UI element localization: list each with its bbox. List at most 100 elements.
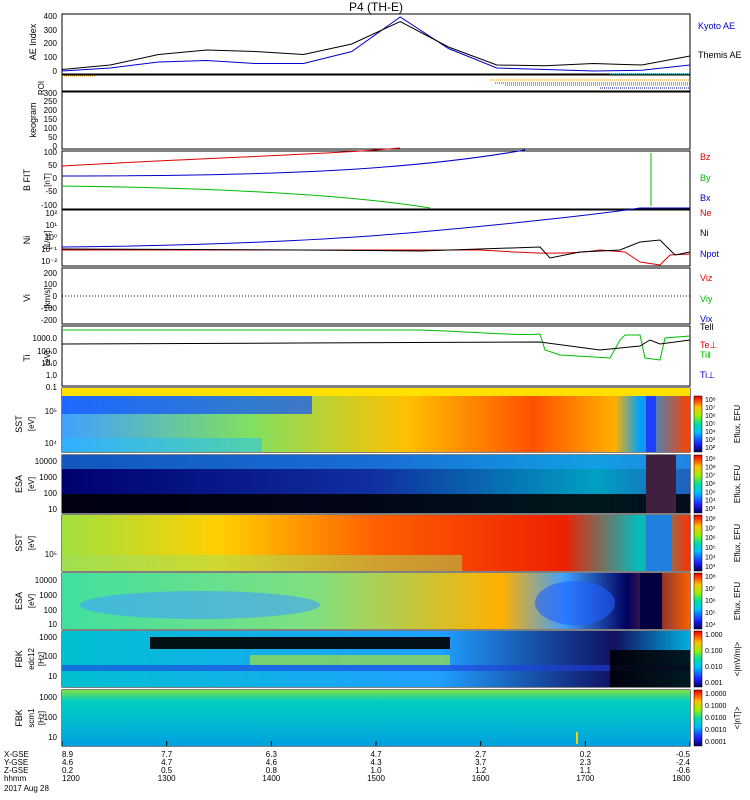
panel-frame-2 [61,91,691,150]
spec2-cb-tick-1: 10⁸ [705,464,716,471]
colorbar-spec4 [693,572,703,630]
ae-panel: AE Index 400 300 200 100 0 Kyoto AE Them… [28,12,742,76]
row-label-y: Y-GSE [4,758,28,767]
colorbar-fbk2 [693,689,703,747]
ni-tick-0: 10² [45,209,57,218]
spec1-tick-0: 10⁵ [45,407,57,416]
ni-tick-4: 10⁻² [41,257,57,266]
keogram-tick-3: 150 [44,115,58,124]
spec2-tick-2: 100 [44,489,58,498]
panel-frame-4 [61,209,691,267]
fbk2-tick-2: 10 [48,733,57,742]
fbk2-cb-tick-3: 0.0010 [705,727,727,734]
coord-label-2-1: 0.5 [161,766,173,775]
fbk2-cb-tick-0: 1.0000 [705,691,727,698]
fbk1-units: [Hz] [37,652,46,666]
legend-bx: Bx [700,193,711,203]
ni-tick-1: 10¹ [45,221,57,230]
vi-tick-1: 100 [44,280,58,289]
ni-tick-3: 10⁻¹ [41,245,57,254]
fbk2-ylabel: FBK [14,709,24,727]
ae-ylabel: AE Index [28,23,38,60]
series-line-themis-ae [61,20,691,70]
vi-ylabel: Vi [22,294,32,302]
coord-label-1-6: -2.4 [676,758,690,767]
coord-label-0-5: 0.2 [580,750,592,759]
keogram-ylabel: keogram [28,102,38,137]
keogram-panel: keogram 300 250 200 150 100 50 0 [28,89,58,151]
ae-tick-0: 400 [44,12,58,21]
ae-tick-4: 0 [53,67,58,76]
date-label: 2017 Aug 28 [4,784,49,793]
coord-label-2-0: 0.2 [62,766,74,775]
row-label-hhmm: hhmm [4,774,27,783]
spec1-cb-tick-1: 10⁷ [705,405,716,412]
row-label-z: Z-GSE [4,766,28,775]
ti-tick-3: 1.0 [46,371,58,380]
keogram-tick-4: 100 [44,124,58,133]
ae-tick-1: 300 [44,26,58,35]
bfit-panel: B FIT [nT] 100 50 0 -50 -100 Bz By Bx [22,147,711,210]
time-tick-label-3: 1500 [367,774,385,783]
bfit-tick-4: -100 [41,201,58,210]
coord-label-0-1: 7.7 [161,750,173,759]
coord-label-2-3: 1.0 [370,766,382,775]
bfit-tick-0: 100 [44,148,58,157]
vi-units: [km/s] [43,287,52,308]
coord-label-0-4: 2.7 [475,750,487,759]
legend-viy: Viy [700,294,713,304]
colorbars [693,395,703,747]
spec4-cb-tick-3: 10⁵ [705,610,716,617]
time-tick-label-0: 1200 [62,774,80,783]
legend-ne: Ne [700,208,712,218]
ti-tick-0: 1000.0 [33,334,58,343]
spec3-cb-label: Eflux, EFU [733,524,742,562]
spec2-cb-tick-2: 10⁷ [705,473,716,480]
spec1-units: [eV] [27,417,36,431]
vi-tick-2: 0 [53,292,58,301]
fbk2-tick-0: 1000 [39,693,57,702]
page-title: P4 (TH-E) [349,0,403,14]
spec3-cb-tick-1: 10⁷ [705,526,716,533]
ti-tick-4: 0.1 [46,383,58,392]
coord-label-1-4: 3.7 [475,758,487,767]
vi-tick-4: -200 [41,316,58,325]
ti-ylabel: Ti [22,354,32,361]
fbk1-ylabel: FBK [14,650,24,668]
spec2-tick-3: 10 [48,505,57,514]
series-line-bz [61,147,401,167]
vi-panel: Vi [km/s] 200 100 0 -100 -200 Viz Viy Vi… [22,269,713,325]
bfit-tick-3: -50 [45,187,57,196]
legend-themis-ae: Themis AE [698,50,742,60]
fbk2-units: [Hz] [37,711,46,725]
spec1-cb-tick-4: 10⁴ [705,429,716,436]
fbk2-cb-label: <|nT|> [733,706,742,729]
ni-tick-2: 10⁰ [45,233,57,242]
legend-npot: Npot [700,249,720,259]
time-tick-label-5: 1700 [576,774,594,783]
colorbar-spec2 [693,454,703,514]
spec4-tick-0: 10000 [35,576,58,585]
legend-ni: Ni [700,228,709,238]
bfit-ylabel: B FIT [22,168,32,191]
vi-tick-3: -100 [41,304,58,313]
spec3-units: [eV] [27,536,36,550]
series-line-ti-parallel [62,329,691,361]
spec1-cb-tick-0: 10⁸ [705,397,716,404]
spec3-cb-tick-2: 10⁶ [705,535,716,542]
spec4-cb-tick-2: 10⁶ [705,598,716,605]
spec1-cb-label: Eflux, EFU [733,405,742,443]
coord-label-2-5: 1.1 [580,766,592,775]
fbk2-cb-tick-2: 0.0100 [705,715,727,722]
series-line-by [61,149,526,177]
coord-label-0-3: 4.7 [370,750,382,759]
spec3-tick-0: 10⁵ [45,550,57,559]
bfit-units: [nT] [43,173,52,187]
spec4-units: [eV] [27,594,36,608]
ti-tick-2: 10.0 [41,359,57,368]
fbk1-cb-tick-1: 0.100 [705,648,723,655]
legend-vix: Vix [700,314,713,324]
time-axis: X-GSE Y-GSE Z-GSE hhmm 2017 Aug 28 [4,750,49,793]
legend-ti-parallel: Ti‖ [700,350,711,360]
